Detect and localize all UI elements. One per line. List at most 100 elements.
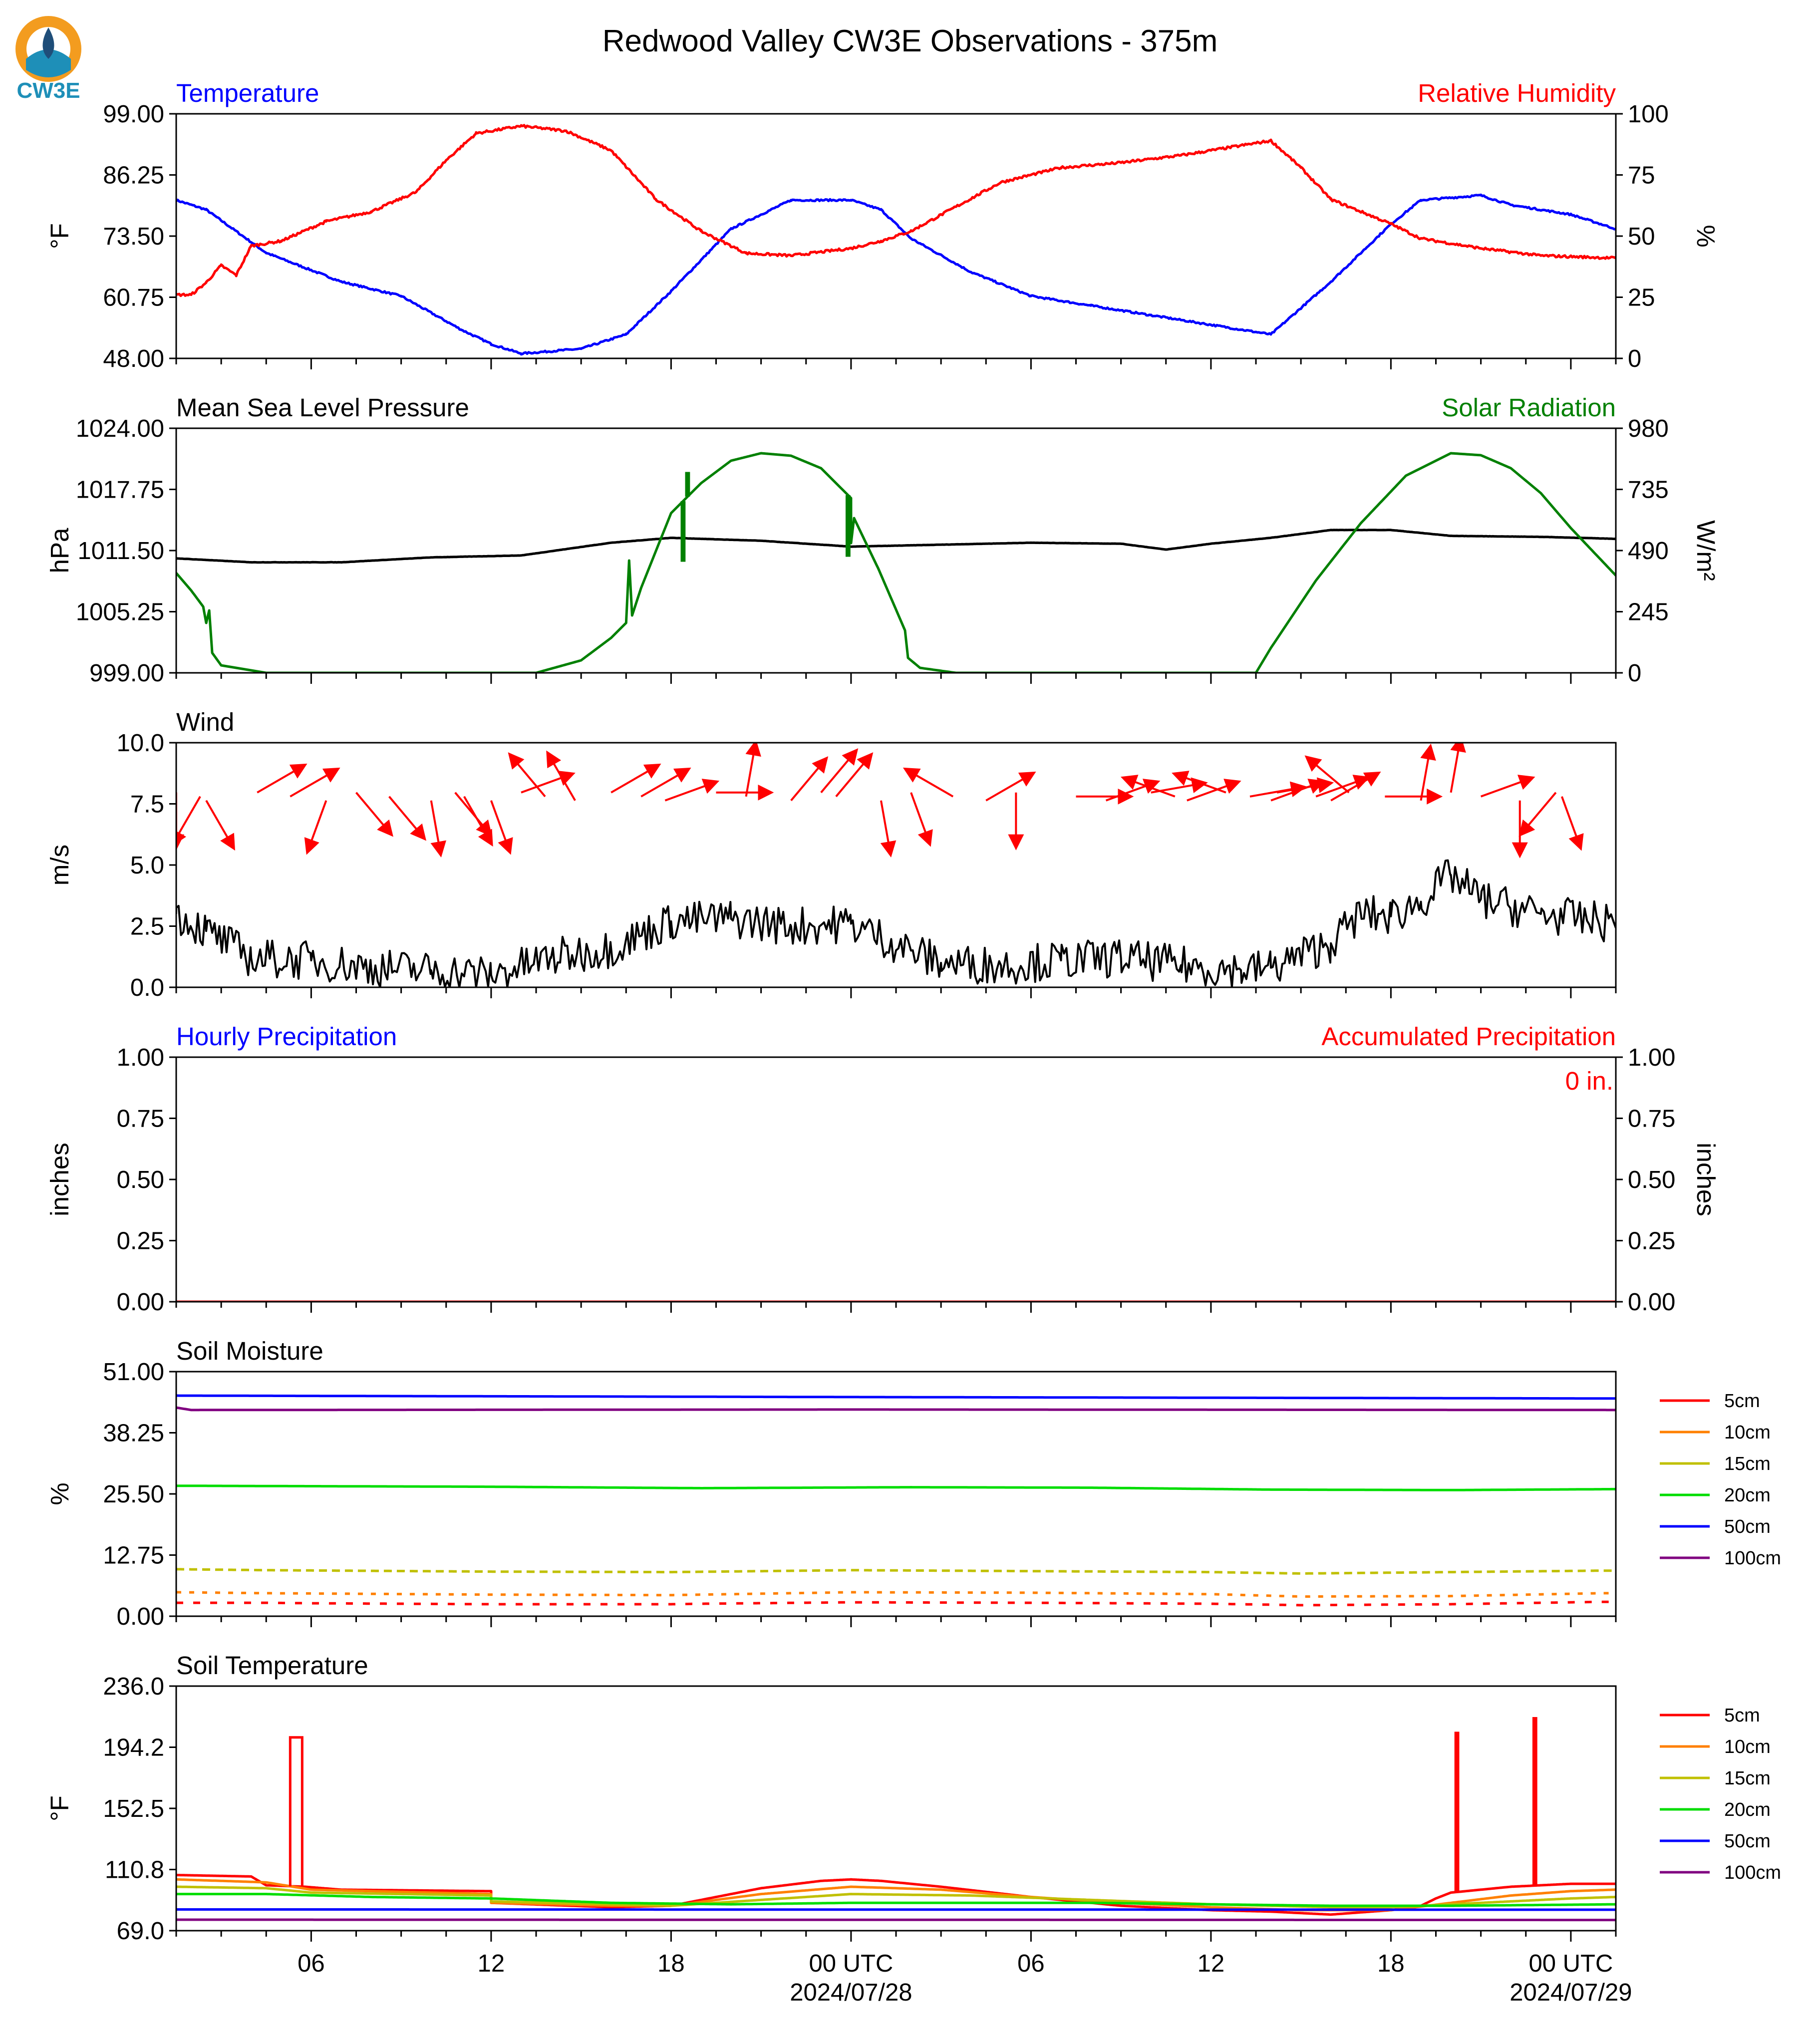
y-tick-label-right: 0.75: [1628, 1106, 1675, 1133]
wind-arrow: [290, 767, 340, 798]
legend-label: 5cm: [1724, 1705, 1760, 1726]
panel-title-left: Soil Moisture: [176, 1337, 323, 1365]
legend-label: 10cm: [1724, 1737, 1771, 1757]
series-5cm: [176, 1600, 1616, 1607]
y-tick-label-right: 0.50: [1628, 1166, 1675, 1193]
series-100cm: [176, 1406, 1616, 1412]
y-tick-label-right: 100: [1628, 101, 1669, 128]
wind-arrow: [1172, 771, 1226, 794]
y-tick-label: 7.5: [130, 791, 164, 818]
y-tick-label: 1005.25: [76, 599, 164, 626]
y-tick-label: 1011.50: [78, 538, 165, 565]
y-tick-label: 0.75: [117, 1106, 164, 1133]
plot-frame: [175, 1056, 1617, 1303]
spike-5cm: [1454, 1732, 1460, 1892]
y-tick-label-right: 0: [1628, 660, 1641, 687]
series-wind-speed: [176, 859, 1616, 987]
panel-title-left: Mean Sea Level Pressure: [176, 393, 469, 422]
y-tick-label: 194.2: [103, 1735, 164, 1761]
cw3e-logo: CW3E: [15, 16, 81, 103]
y-tick-label-right: 75: [1628, 162, 1655, 189]
plot-frame: [175, 742, 1617, 988]
y-tick-label: 25.50: [103, 1481, 164, 1508]
y-axis-label: °F: [45, 223, 74, 249]
y-tick-label: 0.50: [117, 1166, 164, 1193]
x-tick-label: 06: [1017, 1950, 1045, 1977]
y-axis-label: m/s: [45, 845, 74, 885]
spike-solar-radiation: [680, 501, 686, 562]
accumulated-precip-value: 0 in.: [1565, 1067, 1613, 1095]
series-solar-radiation: [176, 452, 1616, 673]
legend-label: 20cm: [1724, 1485, 1771, 1506]
wind-arrow: [610, 763, 661, 794]
legend-label: 50cm: [1724, 1831, 1771, 1852]
panel-mean-sea-level-pressure: Mean Sea Level Pressure Solar Radiation hP…: [45, 393, 1720, 687]
series-50cm: [176, 1394, 1616, 1400]
y-tick-label: 236.0: [103, 1673, 164, 1700]
y-tick-label-right: 490: [1628, 538, 1669, 565]
y-axis-label-right: inches: [1692, 1143, 1720, 1216]
y-tick-label-right: 245: [1628, 599, 1669, 626]
legend-label: 15cm: [1724, 1768, 1771, 1789]
wind-arrow: [1560, 796, 1584, 851]
wind-arrow: [1330, 771, 1381, 802]
series-20cm: [176, 1484, 1616, 1491]
wind-arrow: [1420, 743, 1436, 801]
y-tick-label-right: 735: [1628, 477, 1669, 504]
y-tick-label-right: 0: [1628, 345, 1641, 372]
y-tick-label: 73.50: [103, 223, 164, 250]
wind-arrow: [835, 752, 874, 798]
y-tick-label-right: 50: [1628, 223, 1655, 250]
y-tick-label: 10.0: [117, 730, 164, 757]
panel-title-left: Wind: [176, 708, 234, 736]
wind-arrow: [1276, 777, 1334, 794]
wind-arrow: [430, 800, 447, 858]
panel-soil-temperature: Soil Temperature °F 69.0 110.8 152.5 194.2 236…: [45, 1651, 1781, 2006]
legend-label: 50cm: [1724, 1516, 1771, 1537]
y-tick-label: 999.00: [89, 660, 164, 687]
y-tick-label: 110.8: [105, 1857, 164, 1884]
panel-title-left: Hourly Precipitation: [176, 1022, 397, 1051]
series-temperature: [176, 193, 1616, 356]
series-mean-sea-level-pressure: [176, 529, 1616, 564]
legend-label: 15cm: [1724, 1453, 1771, 1474]
panel-wind: Wind m/s 0.0 2.5 5.0 7.5 10.0: [45, 708, 1617, 1001]
wind-arrow: [880, 800, 897, 858]
y-tick-label: 51.00: [103, 1359, 164, 1386]
x-tick-label: 18: [657, 1950, 685, 1977]
y-axis-label: %: [45, 1482, 74, 1505]
wind-arrow: [176, 796, 201, 847]
panel-hourly-precipitation: Hourly Precipitation Accumulated Precipit…: [45, 1022, 1720, 1316]
y-tick-label: 86.25: [103, 162, 164, 189]
y-tick-label: 0.00: [117, 1603, 164, 1630]
wind-arrow: [1120, 775, 1176, 798]
wind-arrow: [257, 763, 307, 794]
y-tick-label-right: 980: [1628, 415, 1669, 442]
panel-soil-moisture: Soil Moisture% 0.00 12.75 25.50 38.25 51.00 5c…: [45, 1337, 1781, 1630]
panel-title-right: Accumulated Precipitation: [1321, 1022, 1616, 1051]
wind-arrow: [790, 756, 829, 802]
panel-title-left: Temperature: [176, 79, 319, 107]
y-tick-label-right: 0.00: [1628, 1289, 1675, 1316]
y-tick-label: 60.75: [103, 285, 164, 311]
wind-arrow: [910, 792, 933, 847]
figure-title: Redwood Valley CW3E Observations - 375m: [603, 24, 1218, 58]
panel-title-right: Solar Radiation: [1442, 393, 1616, 422]
panel-temperature: Temperature Relative Humidity °F % 48.00 60.7…: [45, 79, 1720, 372]
plot-frame: [175, 427, 1617, 674]
wind-arrow: [521, 771, 576, 794]
legend-label: 10cm: [1724, 1422, 1771, 1443]
wind-arrow: [1518, 792, 1557, 837]
wind-arrow: [304, 800, 327, 855]
y-tick-label: 48.00: [103, 345, 164, 372]
y-axis-label: hPa: [45, 528, 74, 573]
y-axis-label: °F: [45, 1795, 74, 1821]
wind-arrow: [508, 752, 546, 798]
panel-title-right: Relative Humidity: [1418, 79, 1616, 107]
wind-arrow: [1480, 775, 1535, 798]
wind-arrow: [388, 796, 427, 841]
x-tick-label: 00 UTC: [809, 1950, 893, 1977]
legend-label: 5cm: [1724, 1391, 1760, 1412]
wind-arrow: [355, 792, 393, 837]
